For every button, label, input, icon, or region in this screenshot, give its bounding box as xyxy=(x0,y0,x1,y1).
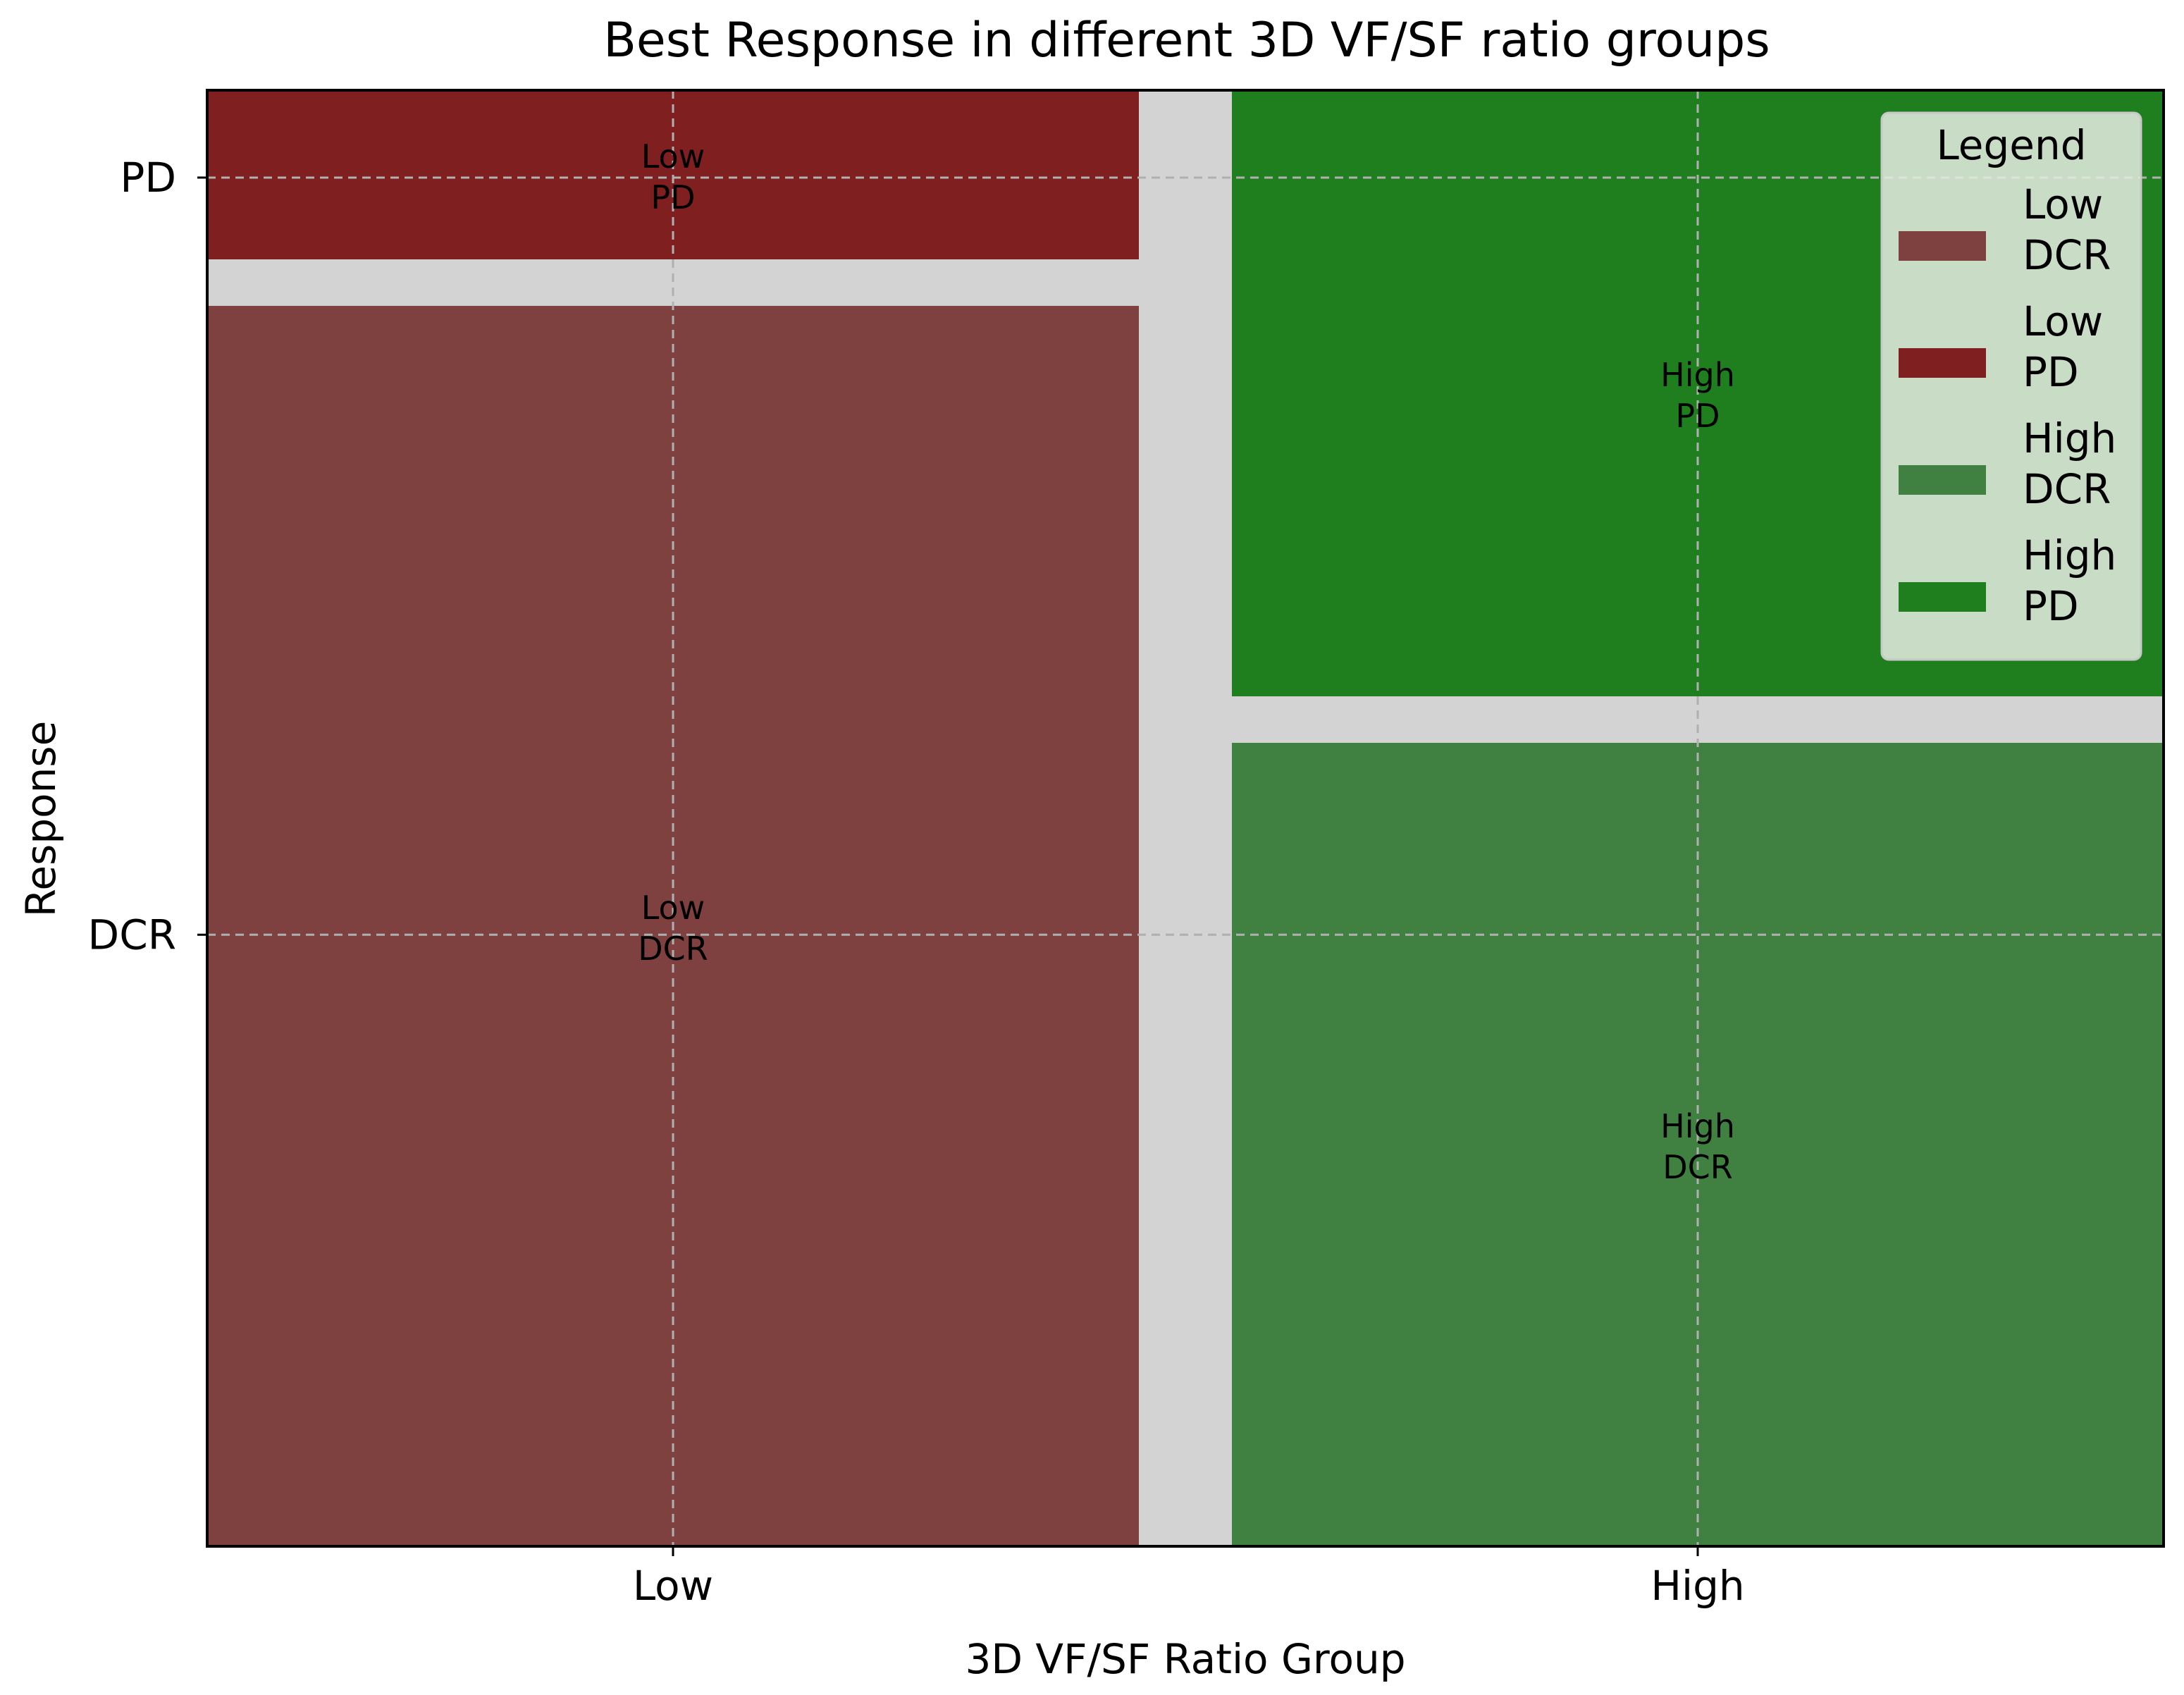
legend-title: Legend xyxy=(1936,121,2086,169)
legend-label-high-pd-line2: PD xyxy=(2023,582,2079,630)
x-tick-label-low: Low xyxy=(633,1562,713,1610)
y-tick-label-dcr: DCR xyxy=(88,911,176,959)
x-tick-label-high: High xyxy=(1651,1562,1744,1610)
mosaic-cell-high-dcr xyxy=(1232,743,2164,1546)
x-axis-label: 3D VF/SF Ratio Group xyxy=(965,1635,1405,1683)
cell-label-high-dcr-line1: High xyxy=(1660,1107,1735,1145)
cell-label-high-dcr-line2: DCR xyxy=(1662,1148,1733,1186)
y-axis-label: Response xyxy=(17,721,65,918)
cell-label-high-pd-line2: PD xyxy=(1675,397,1720,435)
legend-label-low-dcr-line2: DCR xyxy=(2023,231,2111,279)
cell-label-low-dcr-line1: Low xyxy=(641,889,705,927)
cell-label-low-dcr-line2: DCR xyxy=(638,930,708,968)
plot-frame xyxy=(206,89,2165,1548)
y-tick-label-pd: PD xyxy=(120,154,176,202)
legend-label-high-dcr-line1: High xyxy=(2023,414,2116,462)
legend-label-low-pd-line2: PD xyxy=(2023,348,2079,396)
legend-label-high-pd-line1: High xyxy=(2023,531,2116,579)
cell-label-low-pd-line1: Low xyxy=(641,137,705,175)
legend-swatch-high-dcr xyxy=(1899,465,1986,495)
legend-label-low-dcr-line1: Low xyxy=(2023,180,2103,228)
cell-label-high-pd-line1: High xyxy=(1660,356,1735,394)
chart-title: Best Response in different 3D VF/SF rati… xyxy=(603,13,1770,68)
legend-swatch-low-dcr xyxy=(1899,231,1986,261)
legend-swatch-low-pd xyxy=(1899,348,1986,378)
cell-label-low-pd-line2: PD xyxy=(650,178,695,216)
legend-label-high-dcr-line2: DCR xyxy=(2023,465,2111,513)
legend-label-low-pd-line1: Low xyxy=(2023,297,2103,345)
legend-swatch-high-pd xyxy=(1899,582,1986,612)
